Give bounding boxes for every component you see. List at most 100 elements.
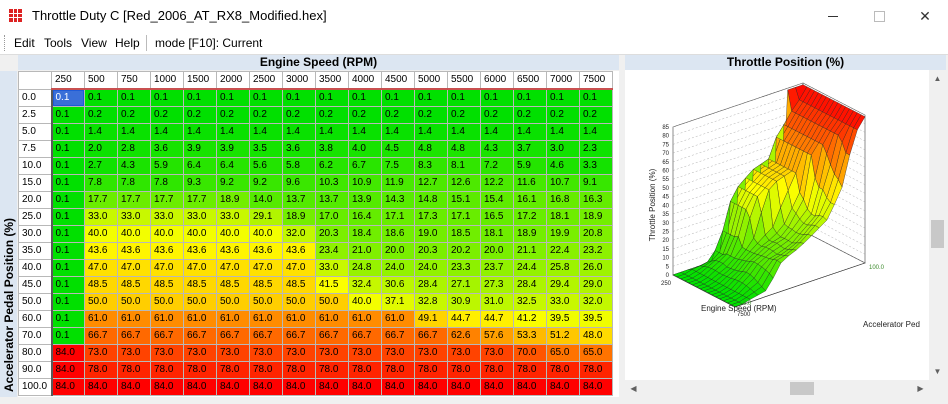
table-cell[interactable]: 3.6 [150,140,184,158]
maximize-button[interactable] [856,0,902,32]
table-cell[interactable]: 0.1 [51,140,85,158]
table-cell[interactable]: 0.1 [51,259,85,277]
table-cell[interactable]: 2.0 [84,140,118,158]
table-cell[interactable]: 0.2 [513,106,547,124]
table-cell[interactable]: 78.0 [447,361,481,379]
row-header[interactable]: 100.0 [18,378,53,396]
table-cell[interactable]: 16.5 [480,208,514,226]
table-cell[interactable]: 78.0 [249,361,283,379]
table-cell[interactable]: 7.2 [480,157,514,175]
table-cell[interactable]: 0.2 [150,106,184,124]
table-cell[interactable]: 0.1 [414,88,448,107]
table-cell[interactable]: 3.7 [513,140,547,158]
table-cell[interactable]: 48.5 [150,276,184,294]
table-cell[interactable]: 0.1 [51,327,85,345]
table-cell[interactable]: 0.2 [579,106,613,124]
table-cell[interactable]: 23.4 [315,242,349,260]
table-cell[interactable]: 19.0 [414,225,448,243]
table-cell[interactable]: 61.0 [84,310,118,328]
table-cell[interactable]: 22.4 [546,242,580,260]
table-cell[interactable]: 66.7 [282,327,316,345]
table-cell[interactable]: 32.5 [513,293,547,311]
row-header[interactable]: 5.0 [18,123,53,141]
row-header[interactable]: 70.0 [18,327,53,345]
table-cell[interactable]: 0.2 [117,106,151,124]
table-cell[interactable]: 30.6 [381,276,415,294]
table-cell[interactable]: 66.7 [183,327,217,345]
table-cell[interactable]: 20.2 [447,242,481,260]
table-cell[interactable]: 43.6 [84,242,118,260]
table-cell[interactable]: 3.9 [183,140,217,158]
table-cell[interactable]: 73.0 [183,344,217,362]
table-cell[interactable]: 84.0 [51,361,85,379]
table-cell[interactable]: 73.0 [414,344,448,362]
table-cell[interactable]: 66.7 [381,327,415,345]
surface-chart[interactable]: 0 5 10 15 20 25 30 35 40 45 50 55 60 65 70 75 80 85 Thrott… [625,70,929,380]
table-cell[interactable]: 0.1 [546,88,580,107]
table-cell[interactable]: 17.7 [183,191,217,209]
table-cell[interactable]: 65.0 [546,344,580,362]
table-cell[interactable]: 84.0 [579,378,613,396]
table-cell[interactable]: 16.4 [348,208,382,226]
table-cell[interactable]: 0.1 [51,310,85,328]
row-header[interactable]: 35.0 [18,242,53,260]
table-cell[interactable]: 3.0 [546,140,580,158]
table-cell[interactable]: 78.0 [513,361,547,379]
table-cell[interactable]: 0.2 [480,106,514,124]
table-cell[interactable]: 50.0 [117,293,151,311]
table-cell[interactable]: 2.8 [117,140,151,158]
column-header[interactable]: 5500 [447,71,481,90]
table-cell[interactable]: 23.3 [447,259,481,277]
table-cell[interactable]: 4.0 [348,140,382,158]
table-cell[interactable]: 12.7 [414,174,448,192]
table-cell[interactable]: 44.7 [447,310,481,328]
table-cell[interactable]: 6.2 [315,157,349,175]
table-cell[interactable]: 48.5 [216,276,250,294]
table-cell[interactable]: 44.7 [480,310,514,328]
table-cell[interactable]: 47.0 [249,259,283,277]
table-cell[interactable]: 40.0 [150,225,184,243]
table-cell[interactable]: 5.9 [150,157,184,175]
column-header[interactable]: 6000 [480,71,514,90]
table-cell[interactable]: 0.2 [546,106,580,124]
table-cell[interactable]: 7.8 [84,174,118,192]
table-cell[interactable]: 14.0 [249,191,283,209]
table-cell[interactable]: 33.0 [183,208,217,226]
table-cell[interactable]: 84.0 [150,378,184,396]
table-cell[interactable]: 73.0 [282,344,316,362]
table-cell[interactable]: 6.7 [348,157,382,175]
table-cell[interactable]: 78.0 [381,361,415,379]
table-cell[interactable]: 51.2 [546,327,580,345]
table-cell[interactable]: 47.0 [216,259,250,277]
table-cell[interactable]: 0.1 [51,88,85,107]
table-cell[interactable]: 0.1 [282,88,316,107]
table-cell[interactable]: 84.0 [51,344,85,362]
table-cell[interactable]: 0.1 [183,88,217,107]
column-header[interactable]: 7500 [579,71,613,90]
table-cell[interactable]: 0.1 [447,88,481,107]
table-cell[interactable]: 43.6 [183,242,217,260]
table-cell[interactable]: 6.4 [216,157,250,175]
column-header[interactable]: 2000 [216,71,250,90]
table-cell[interactable]: 61.0 [348,310,382,328]
table-cell[interactable]: 66.7 [249,327,283,345]
table-cell[interactable]: 4.3 [480,140,514,158]
table-cell[interactable]: 40.0 [117,225,151,243]
column-header[interactable]: 250 [51,71,85,90]
table-cell[interactable]: 3.8 [315,140,349,158]
table-cell[interactable]: 17.2 [513,208,547,226]
table-cell[interactable]: 78.0 [348,361,382,379]
table-cell[interactable]: 0.2 [414,106,448,124]
table-cell[interactable]: 1.4 [480,123,514,141]
table-cell[interactable]: 23.7 [480,259,514,277]
table-cell[interactable]: 84.0 [315,378,349,396]
scroll-down-icon[interactable]: ▼ [933,367,942,376]
column-header[interactable]: 3000 [282,71,316,90]
table-cell[interactable]: 73.0 [117,344,151,362]
table-cell[interactable]: 9.6 [282,174,316,192]
column-header[interactable]: 5000 [414,71,448,90]
table-cell[interactable]: 61.0 [216,310,250,328]
table-cell[interactable]: 43.6 [282,242,316,260]
table-cell[interactable]: 33.0 [546,293,580,311]
row-header[interactable]: 10.0 [18,157,53,175]
